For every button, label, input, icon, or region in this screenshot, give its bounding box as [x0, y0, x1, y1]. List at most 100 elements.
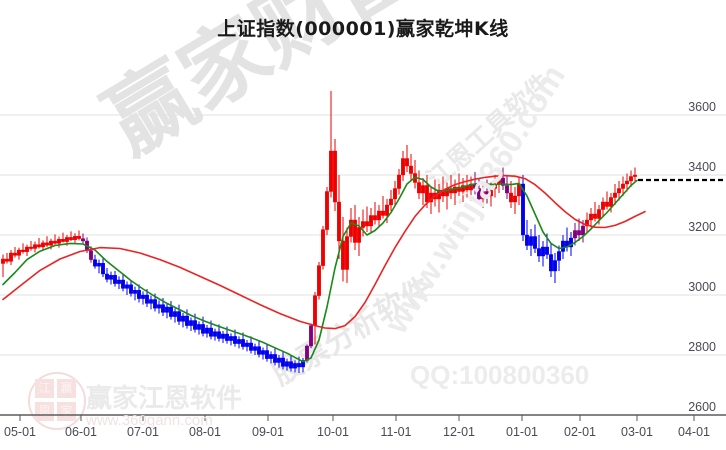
candle-body [49, 240, 53, 246]
candle-body [625, 180, 629, 185]
candle-body [249, 342, 253, 351]
candle-body [297, 363, 301, 368]
x-axis-tick-label: 07-01 [127, 425, 159, 439]
candle-body [489, 188, 493, 197]
x-axis-tick-label: 10-01 [317, 425, 349, 439]
candle-body [373, 215, 377, 221]
candle-body [461, 185, 465, 192]
x-axis-tick-label: 08-01 [189, 425, 221, 439]
candle-body [1, 258, 5, 264]
x-axis-tick-label: 03-01 [621, 425, 653, 439]
candle-body [109, 275, 113, 280]
candle-body [353, 219, 357, 243]
candle-body [141, 294, 145, 299]
candle-body [553, 260, 557, 272]
x-axis-tick-label: 09-01 [252, 425, 284, 439]
candle-body [93, 259, 97, 267]
candle-body [61, 238, 65, 242]
candle-body [265, 350, 269, 359]
ma-long-line [2, 174, 646, 330]
candle-body [533, 236, 537, 249]
candle-body [125, 284, 129, 289]
candle-body [397, 174, 401, 189]
candle-body [217, 331, 221, 339]
page-title: 上证指数(000001)赢家乾坤K线 [217, 18, 509, 40]
y-axis-tick-label: 3600 [688, 100, 716, 114]
y-axis-tick-label: 2800 [688, 340, 716, 354]
logo-char-1: 江 [35, 379, 54, 398]
candle-body [401, 158, 405, 176]
y-axis-tick-label: 3000 [688, 280, 716, 294]
candle-body [133, 290, 137, 294]
candles-group [1, 91, 637, 373]
candle-body [521, 183, 525, 236]
candle-body [601, 201, 605, 210]
company-logo-stamp: 江 赢 恩 家 [28, 372, 86, 430]
candle-body [245, 342, 249, 347]
candle-body [73, 235, 77, 240]
candle-body [205, 327, 209, 334]
candle-body [273, 354, 277, 363]
candle-body [137, 290, 141, 299]
y-axis-tick-label: 2600 [688, 400, 716, 414]
candle-body [605, 201, 609, 207]
candle-body [241, 339, 245, 347]
gridlines-group [0, 114, 726, 416]
candle-body [121, 279, 125, 289]
candle-body [189, 320, 193, 326]
candle-body [201, 324, 205, 334]
candle-body [173, 311, 177, 317]
x-axis-tick-label: 02-01 [564, 425, 596, 439]
candle-body [593, 213, 597, 219]
candle-body [549, 254, 553, 272]
candle-body [389, 198, 393, 206]
candle-body [621, 183, 625, 189]
candle-body [477, 188, 481, 200]
candle-body [33, 244, 37, 249]
candle-body [157, 304, 161, 309]
candle-body [505, 185, 509, 194]
candle-body [309, 325, 313, 347]
candle-body [45, 242, 49, 246]
candle-body [393, 188, 397, 200]
candle-body [497, 177, 501, 185]
candle-body [337, 201, 341, 242]
candle-body [13, 252, 17, 256]
candle-body [545, 246, 549, 255]
candle-body [153, 299, 157, 309]
candle-body [349, 219, 353, 237]
candle-body [117, 279, 121, 284]
y-axis-tick-label: 3400 [688, 160, 716, 174]
candle-body [481, 191, 485, 200]
candle-body [409, 165, 413, 174]
candle-body [609, 197, 613, 207]
candle-body [261, 350, 265, 355]
candle-body [577, 230, 581, 236]
candle-body [57, 238, 61, 244]
candle-body [5, 258, 9, 262]
candle-body [485, 191, 489, 197]
candle-body [321, 229, 325, 266]
candle-body [197, 324, 201, 330]
candle-body [69, 237, 73, 240]
candle-body [165, 306, 169, 313]
candle-body [537, 248, 541, 257]
candle-body [529, 236, 533, 246]
candle-body [313, 295, 317, 326]
candle-body [89, 250, 93, 260]
candle-body [561, 240, 565, 252]
candle-body [41, 242, 45, 248]
candle-body [541, 246, 545, 257]
candle-body [381, 210, 385, 216]
candle-body [569, 237, 573, 248]
x-axis-tick-label: 12-01 [443, 425, 475, 439]
candle-body [253, 346, 257, 351]
candle-body [633, 174, 637, 177]
candle-body [341, 240, 345, 270]
candle-body [301, 360, 305, 368]
candle-body [113, 275, 117, 284]
x-axis-tick-label: 05-01 [4, 425, 36, 439]
candle-body [21, 249, 25, 252]
